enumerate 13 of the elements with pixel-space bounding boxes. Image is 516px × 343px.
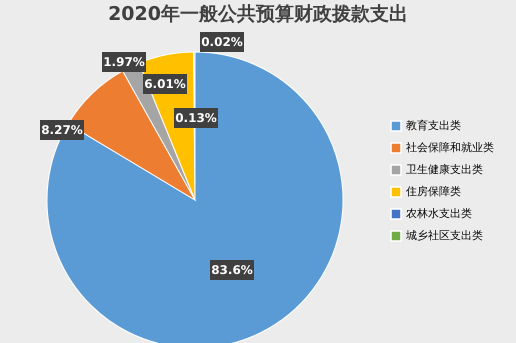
legend-label: 住房保障类 xyxy=(406,185,461,198)
data-label: 8.27% xyxy=(41,123,83,137)
data-label: 0.02% xyxy=(201,35,243,49)
data-label: 1.97% xyxy=(103,55,145,69)
data-label: 6.01% xyxy=(144,77,186,91)
legend-label: 社会保障和就业类 xyxy=(406,141,494,154)
legend-label: 教育支出类 xyxy=(406,119,461,132)
legend-label: 城乡社区支出类 xyxy=(405,229,483,242)
legend-label: 农林水支出类 xyxy=(406,207,472,220)
data-label: 0.13% xyxy=(175,111,217,125)
chart-title: 2020年一般公共预算财政拨款支出 xyxy=(108,3,408,25)
data-label: 83.6% xyxy=(211,263,253,277)
legend-label: 卫生健康支出类 xyxy=(406,163,483,176)
